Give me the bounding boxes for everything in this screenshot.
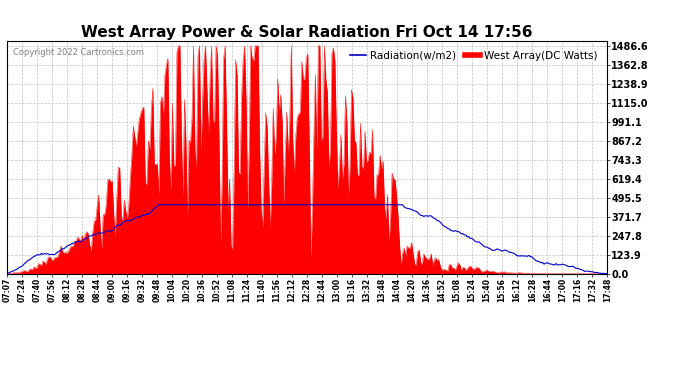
Text: Copyright 2022 Cartronics.com: Copyright 2022 Cartronics.com	[13, 48, 144, 57]
Title: West Array Power & Solar Radiation Fri Oct 14 17:56: West Array Power & Solar Radiation Fri O…	[81, 25, 533, 40]
Legend: Radiation(w/m2), West Array(DC Watts): Radiation(w/m2), West Array(DC Watts)	[346, 46, 602, 65]
